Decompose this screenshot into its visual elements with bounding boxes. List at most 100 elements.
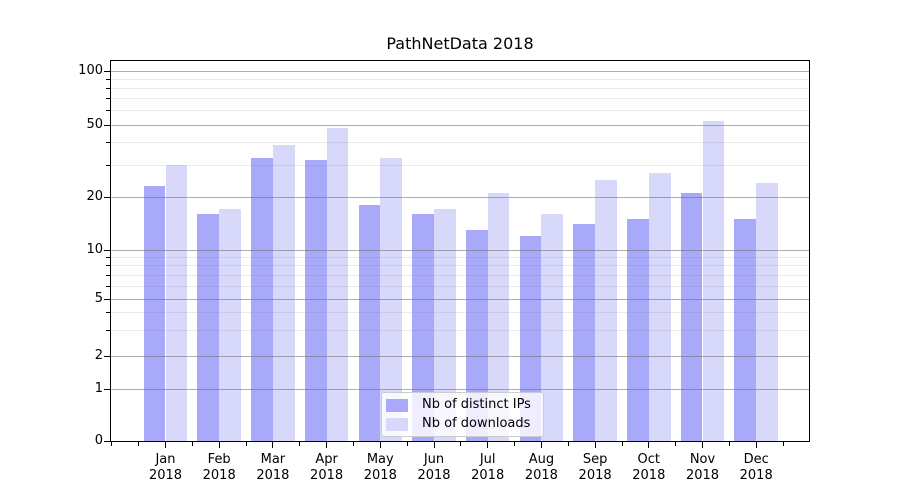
y-tick-100 <box>104 70 110 72</box>
y-tick-label-10: 10 <box>86 242 103 257</box>
x-label-month: Aug <box>528 452 555 467</box>
bar-downloads-nov <box>702 120 725 441</box>
legend-label-downloads: Nb of downloads <box>422 416 531 431</box>
bar-distinct-ips-may <box>358 205 381 441</box>
y-tick-1 <box>104 388 110 390</box>
x-tick-label-dec: Dec 2018 <box>726 452 786 484</box>
chart-title: PathNetData 2018 <box>386 34 534 53</box>
legend-label-distinct-ips: Nb of distinct IPs <box>422 397 531 412</box>
x-minor-tick <box>514 442 516 446</box>
legend-item-distinct-ips: Nb of distinct IPs <box>386 398 543 412</box>
x-label-month: Oct <box>637 452 661 467</box>
x-label-month: Sep <box>582 452 608 467</box>
y-gridline-5 <box>111 298 809 300</box>
x-tick-jul <box>487 442 489 448</box>
x-minor-tick <box>299 442 301 446</box>
x-tick-apr <box>326 442 328 448</box>
x-label-year: 2018 <box>471 468 505 483</box>
x-label-year: 2018 <box>524 468 558 483</box>
x-label-month: Nov <box>689 452 716 467</box>
y-minor-tick-7 <box>106 274 110 276</box>
y-minor-tick-80 <box>106 87 110 89</box>
x-tick-jan <box>165 442 166 448</box>
legend-swatch-downloads <box>386 417 408 431</box>
bar-downloads-aug <box>541 214 564 441</box>
x-label-month: May <box>366 452 394 467</box>
x-tick-label-feb: Feb 2018 <box>189 452 249 484</box>
x-label-month: Feb <box>207 452 231 467</box>
x-tick-label-nov: Nov 2018 <box>673 452 733 484</box>
bar-downloads-oct <box>648 173 671 441</box>
y-gridline-minor-7 <box>111 274 809 276</box>
y-gridline-minor-4 <box>111 312 809 314</box>
x-tick-label-sep: Sep 2018 <box>565 452 625 484</box>
y-tick-2 <box>104 355 110 357</box>
x-tick-nov <box>702 442 703 448</box>
x-label-year: 2018 <box>685 468 720 483</box>
bar-distinct-ips-feb <box>197 214 220 441</box>
bar-distinct-ips-jun <box>412 214 434 441</box>
y-gridline-minor-8 <box>111 265 809 267</box>
y-tick-label-2: 2 <box>94 348 103 363</box>
x-label-month: Jan <box>155 452 176 467</box>
y-gridline-20 <box>111 196 809 198</box>
x-minor-tick <box>621 442 623 446</box>
x-label-year: 2018 <box>632 468 666 483</box>
y-minor-tick-60 <box>106 110 110 112</box>
y-gridline-minor-80 <box>111 87 809 89</box>
x-tick-label-may: May 2018 <box>350 452 410 484</box>
bar-downloads-dec <box>756 182 778 441</box>
x-tick-feb <box>218 442 220 448</box>
x-tick-jun <box>433 442 435 448</box>
y-tick-10 <box>104 249 110 251</box>
x-label-month: Apr <box>315 452 338 467</box>
bar-downloads-jul <box>487 193 510 441</box>
y-minor-tick-90 <box>106 78 110 80</box>
bar-distinct-ips-aug <box>519 236 542 441</box>
x-label-month: Dec <box>743 452 769 467</box>
x-label-year: 2018 <box>256 468 290 483</box>
y-tick-5 <box>104 298 110 300</box>
y-minor-tick-9 <box>106 256 110 258</box>
x-label-month: Mar <box>260 452 286 467</box>
y-gridline-2 <box>111 355 809 357</box>
legend-swatch-distinct-ips <box>386 398 408 412</box>
y-tick-label-100: 100 <box>78 63 103 78</box>
y-minor-tick-3 <box>106 330 110 332</box>
legend: Nb of distinct IPs Nb of downloads <box>381 392 544 437</box>
y-gridline-50 <box>111 124 809 126</box>
y-tick-0 <box>104 440 110 442</box>
y-gridline-minor-9 <box>111 256 809 258</box>
x-tick-label-aug: Aug 2018 <box>511 452 571 484</box>
bar-downloads-feb <box>219 209 241 441</box>
y-gridline-minor-40 <box>111 142 809 143</box>
y-minor-tick-70 <box>106 98 110 100</box>
y-tick-label-50: 50 <box>86 117 103 132</box>
y-tick-label-20: 20 <box>86 189 103 204</box>
x-minor-tick <box>460 442 462 446</box>
x-tick-label-mar: Mar 2018 <box>243 452 303 484</box>
y-tick-20 <box>104 196 110 198</box>
x-label-year: 2018 <box>363 468 397 483</box>
x-tick-label-apr: Apr 2018 <box>297 452 357 484</box>
x-tick-dec <box>755 442 757 448</box>
y-gridline-minor-90 <box>111 78 809 80</box>
x-minor-tick <box>138 442 140 446</box>
x-minor-tick <box>675 442 677 446</box>
y-minor-tick-40 <box>106 142 110 143</box>
x-minor-tick <box>728 442 730 446</box>
x-label-year: 2018 <box>148 468 183 483</box>
y-gridline-minor-60 <box>111 110 809 112</box>
x-label-year: 2018 <box>578 468 612 483</box>
x-tick-label-jan: Jan 2018 <box>136 452 196 484</box>
y-minor-tick-4 <box>106 312 110 314</box>
bar-downloads-apr <box>326 128 349 441</box>
bar-distinct-ips-jul <box>465 229 488 441</box>
bar-distinct-ips-apr <box>304 160 327 441</box>
x-tick-sep <box>594 442 596 448</box>
x-minor-tick <box>111 442 113 446</box>
bar-downloads-sep <box>595 179 617 441</box>
x-minor-tick <box>245 442 247 446</box>
y-gridline-10 <box>111 249 809 251</box>
y-gridline-minor-3 <box>111 330 809 332</box>
